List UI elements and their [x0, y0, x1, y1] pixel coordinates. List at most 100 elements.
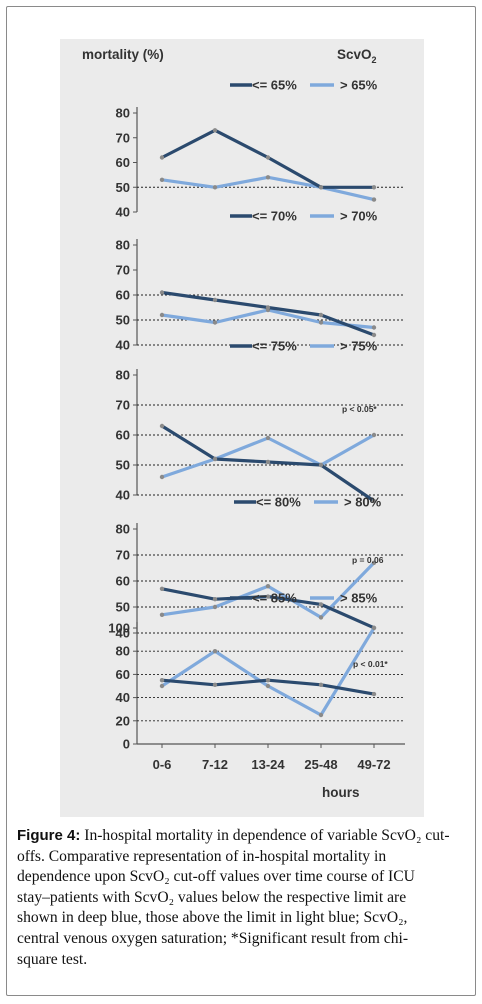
panel-1-ytick-label-3: 70: [116, 263, 130, 278]
panel-1-series-1-point-3: [318, 320, 324, 325]
panel-1-series-0-point-1: [212, 297, 218, 303]
panel-2-series-0-point-0: [159, 423, 165, 429]
panel-4-series-1-point-1: [212, 649, 218, 654]
caption-line-3: stay–patients with ScvO₂ values below th…: [17, 888, 407, 906]
panel-4-ytick-label-2: 40: [116, 690, 130, 705]
panel-4-ytick-label-3: 60: [116, 667, 130, 682]
panel-2-ytick-label-0: 40: [116, 488, 130, 503]
caption-line-5: central venous oxygen saturation; *Signi…: [17, 929, 409, 947]
panel-2-series-1-line: [161, 433, 375, 479]
panel-3-legend-label-below: <= 80%: [256, 495, 301, 510]
panel-0-ytick-label-1: 50: [116, 180, 130, 195]
panel-0-legend-label-above: > 65%: [340, 78, 378, 93]
panel-3-ytick-label-0: 40: [116, 626, 130, 641]
panel-0: 40 50 60 70 80 <= 65% > 65%: [116, 78, 405, 220]
x-tick-label-2: 13-24: [251, 757, 285, 772]
panel-1: 40 50 60 70 80 <= 70% > 70%: [116, 209, 405, 353]
panel-4-ytick-label-4: 80: [116, 644, 130, 659]
panel-2-series-0-point-1: [212, 456, 218, 462]
panel-3-ytick-label-2: 60: [116, 574, 130, 589]
panel-4-series-1-point-0: [159, 683, 165, 689]
panel-1-series-0-point-2: [265, 305, 271, 310]
panel-4-series-1-point-4: [371, 625, 377, 631]
figure-caption: Figure 4: In-hospital mortality in depen…: [17, 826, 464, 970]
panel-1-series-1-line: [161, 308, 375, 330]
caption-line-0-text: In-hospital mortality in dependence of v…: [84, 827, 450, 844]
x-axis-label: hours: [322, 785, 360, 800]
panel-2-legend-label-above: > 75%: [340, 339, 378, 354]
x-tick-label-1: 7-12: [202, 757, 228, 772]
panel-1-series-1-point-1: [212, 320, 218, 325]
panel-3: 40 50 60 70 80 <= 80% > 80% p = 0.06: [116, 495, 405, 641]
panel-0-series-1-point-1: [212, 185, 218, 190]
panel-0-legend: <= 65% > 65%: [230, 78, 378, 93]
panel-3-ytick-label-4: 80: [116, 522, 130, 537]
panel-4-series-0-point-4: [371, 691, 377, 697]
panel-3-series-1-point-2: [265, 584, 271, 589]
scvo2-header-main: ScvO: [337, 47, 372, 62]
figure-label: Figure 4:: [17, 827, 81, 844]
panel-0-series-0-point-4: [371, 185, 377, 190]
panel-4: 0 20 40 60 80 100 <= 85% > 85% p < 0.01*: [108, 591, 405, 752]
panel-1-series-1-point-0: [159, 312, 165, 318]
caption-line-6: square test.: [17, 950, 88, 968]
panel-3-series-0-point-3: [318, 602, 324, 607]
panel-1-legend-label-below: <= 70%: [252, 209, 297, 224]
panel-0-series-0-point-2: [265, 155, 271, 160]
x-tick-label-0: 0-6: [153, 757, 172, 772]
caption-line-1: offs. Comparative representation of in-h…: [17, 847, 387, 865]
panel-2-ytick-label-1: 50: [116, 458, 130, 473]
panel-2-series-1-point-4: [371, 432, 377, 438]
caption-line-4: shown in deep blue, those above the limi…: [17, 909, 408, 927]
figure-panel: mortality (%) ScvO2 40 50 60 70 80 <= 65% > 65…: [60, 39, 424, 817]
panel-2-ytick-label-3: 70: [116, 398, 130, 413]
panel-3-legend-label-above: > 80%: [344, 495, 382, 510]
chart-panels: 40 50 60 70 80 <= 65% > 65% 40 50 60 70 80 <= 70% > 7…: [108, 78, 405, 752]
panel-2-legend: <= 75% > 75%: [230, 339, 378, 354]
panel-4-legend: <= 85% > 85%: [230, 591, 378, 606]
panel-1-series-0-point-4: [371, 332, 377, 338]
panel-0-series-0-point-3: [318, 185, 324, 190]
panel-0-legend-label-below: <= 65%: [252, 78, 297, 93]
panel-1-series-0-point-3: [318, 312, 324, 318]
x-tick-label-4: 49-72: [357, 757, 390, 772]
panel-4-legend-label-above: > 85%: [340, 591, 378, 606]
x-axis-ticks: 0-6 7-12 13-24 25-48 49-72: [153, 757, 391, 772]
panel-3-series-0-point-2: [265, 594, 271, 599]
panel-0-series-0-point-0: [159, 155, 165, 160]
panel-3-series-1-point-3: [318, 615, 324, 620]
panel-0-series-1-point-0: [159, 177, 165, 182]
mortality-chart: mortality (%) ScvO2 40 50 60 70 80 <= 65% > 65…: [82, 47, 405, 800]
panel-4-series-1-point-2: [265, 683, 271, 689]
panel-4-series-0-point-3: [318, 682, 324, 687]
panel-3-ytick-label-3: 70: [116, 548, 130, 563]
panel-2-series-1-point-0: [159, 474, 165, 480]
panel-4-series-1-point-3: [318, 712, 324, 718]
panel-3-p-value: p = 0.06: [352, 555, 384, 565]
scvo2-header: ScvO2: [337, 47, 377, 65]
panel-3-series-0-point-1: [212, 597, 218, 602]
panel-1-ytick-label-0: 40: [116, 338, 130, 353]
panel-0-series-0-point-1: [212, 128, 218, 133]
panel-0-ytick-label-0: 40: [116, 205, 130, 220]
panel-2-ytick-label-2: 60: [116, 428, 130, 443]
panel-3-ytick-label-1: 50: [116, 600, 130, 615]
panel-0-series-1-point-4: [371, 197, 377, 202]
scvo2-header-sub: 2: [372, 55, 377, 65]
panel-3-legend: <= 80% > 80%: [234, 495, 382, 510]
panel-4-p-value: p < 0.01*: [353, 659, 388, 669]
panel-2-p-value: p < 0.05*: [342, 404, 377, 414]
panel-0-ytick-label-2: 60: [116, 155, 130, 170]
panel-4-legend-label-below: <= 85%: [252, 591, 297, 606]
panel-4-ytick-label-0: 0: [123, 737, 130, 752]
panel-4-series-0-point-0: [159, 678, 165, 683]
panel-1-series-1-point-4: [371, 325, 377, 330]
panel-4-series-1-line: [161, 627, 376, 717]
panel-2-series-0-point-2: [265, 459, 271, 465]
caption-line-2: dependence upon ScvO₂ cut-off values ove…: [17, 868, 415, 886]
panel-3-series-1-point-0: [159, 612, 165, 617]
panel-3-series-1-point-1: [212, 604, 218, 610]
panel-4-series-0-point-2: [265, 678, 271, 683]
panel-1-legend: <= 70% > 70%: [230, 209, 378, 224]
panel-3-series-1-point-4: [371, 560, 377, 565]
